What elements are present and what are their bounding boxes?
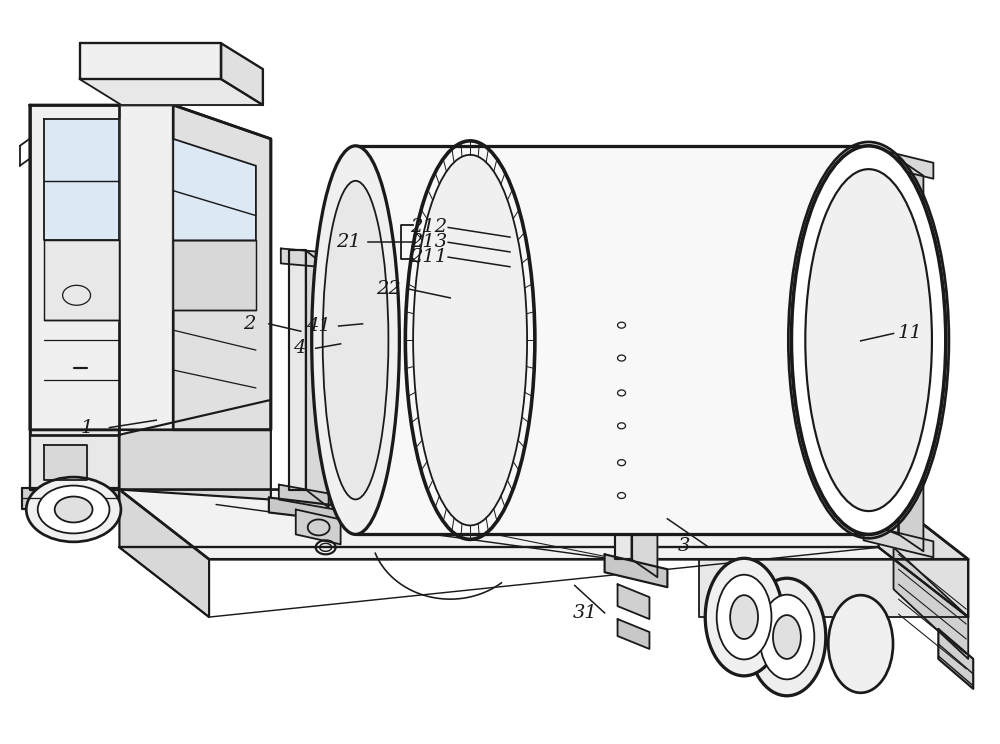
Polygon shape — [864, 146, 933, 179]
Polygon shape — [30, 430, 119, 490]
Text: 21: 21 — [336, 234, 361, 251]
Polygon shape — [22, 487, 119, 510]
Polygon shape — [699, 559, 968, 617]
Text: 3: 3 — [678, 537, 690, 555]
Polygon shape — [894, 548, 968, 659]
Text: 212: 212 — [410, 219, 447, 237]
Polygon shape — [221, 43, 263, 105]
Text: 2: 2 — [243, 315, 255, 333]
Polygon shape — [281, 248, 361, 270]
Ellipse shape — [717, 575, 771, 659]
Ellipse shape — [26, 477, 121, 542]
Polygon shape — [30, 105, 119, 434]
Polygon shape — [632, 448, 657, 530]
Ellipse shape — [805, 169, 932, 511]
Polygon shape — [899, 158, 923, 551]
Polygon shape — [279, 484, 363, 514]
Ellipse shape — [828, 595, 893, 693]
Ellipse shape — [38, 486, 109, 533]
Polygon shape — [119, 490, 968, 559]
Polygon shape — [289, 251, 306, 490]
Polygon shape — [879, 490, 968, 617]
Polygon shape — [605, 554, 667, 587]
Polygon shape — [339, 260, 356, 499]
Polygon shape — [44, 119, 119, 240]
Ellipse shape — [760, 594, 814, 679]
Polygon shape — [269, 498, 370, 525]
Polygon shape — [874, 149, 899, 534]
Polygon shape — [306, 251, 329, 507]
Polygon shape — [30, 105, 271, 430]
Polygon shape — [615, 310, 632, 375]
Text: 4: 4 — [293, 339, 305, 357]
Ellipse shape — [413, 155, 527, 525]
Polygon shape — [119, 400, 271, 499]
Polygon shape — [938, 629, 973, 689]
Polygon shape — [44, 445, 87, 480]
Polygon shape — [44, 240, 119, 320]
Ellipse shape — [312, 146, 399, 534]
Polygon shape — [632, 310, 657, 577]
Ellipse shape — [730, 595, 758, 639]
Polygon shape — [618, 619, 649, 649]
Polygon shape — [615, 378, 632, 443]
Ellipse shape — [791, 146, 946, 534]
Text: 213: 213 — [410, 234, 447, 251]
Polygon shape — [864, 525, 933, 557]
Polygon shape — [618, 584, 649, 619]
Polygon shape — [173, 105, 271, 430]
Polygon shape — [632, 378, 657, 461]
Polygon shape — [119, 490, 209, 617]
Polygon shape — [173, 139, 256, 240]
Text: 1: 1 — [80, 419, 93, 437]
Ellipse shape — [705, 558, 783, 676]
Ellipse shape — [773, 615, 801, 659]
Polygon shape — [80, 79, 263, 105]
Text: 211: 211 — [410, 248, 447, 266]
Polygon shape — [615, 310, 632, 559]
Text: 11: 11 — [898, 324, 923, 342]
Ellipse shape — [748, 578, 826, 696]
Polygon shape — [296, 510, 341, 545]
Polygon shape — [615, 448, 632, 513]
Polygon shape — [608, 305, 664, 335]
Text: 22: 22 — [376, 280, 401, 298]
Text: 31: 31 — [572, 604, 597, 622]
Polygon shape — [632, 310, 657, 393]
Ellipse shape — [55, 496, 93, 522]
Ellipse shape — [323, 181, 388, 499]
Polygon shape — [173, 240, 256, 310]
Polygon shape — [356, 146, 869, 534]
Text: 41: 41 — [306, 317, 331, 335]
Polygon shape — [80, 43, 221, 79]
